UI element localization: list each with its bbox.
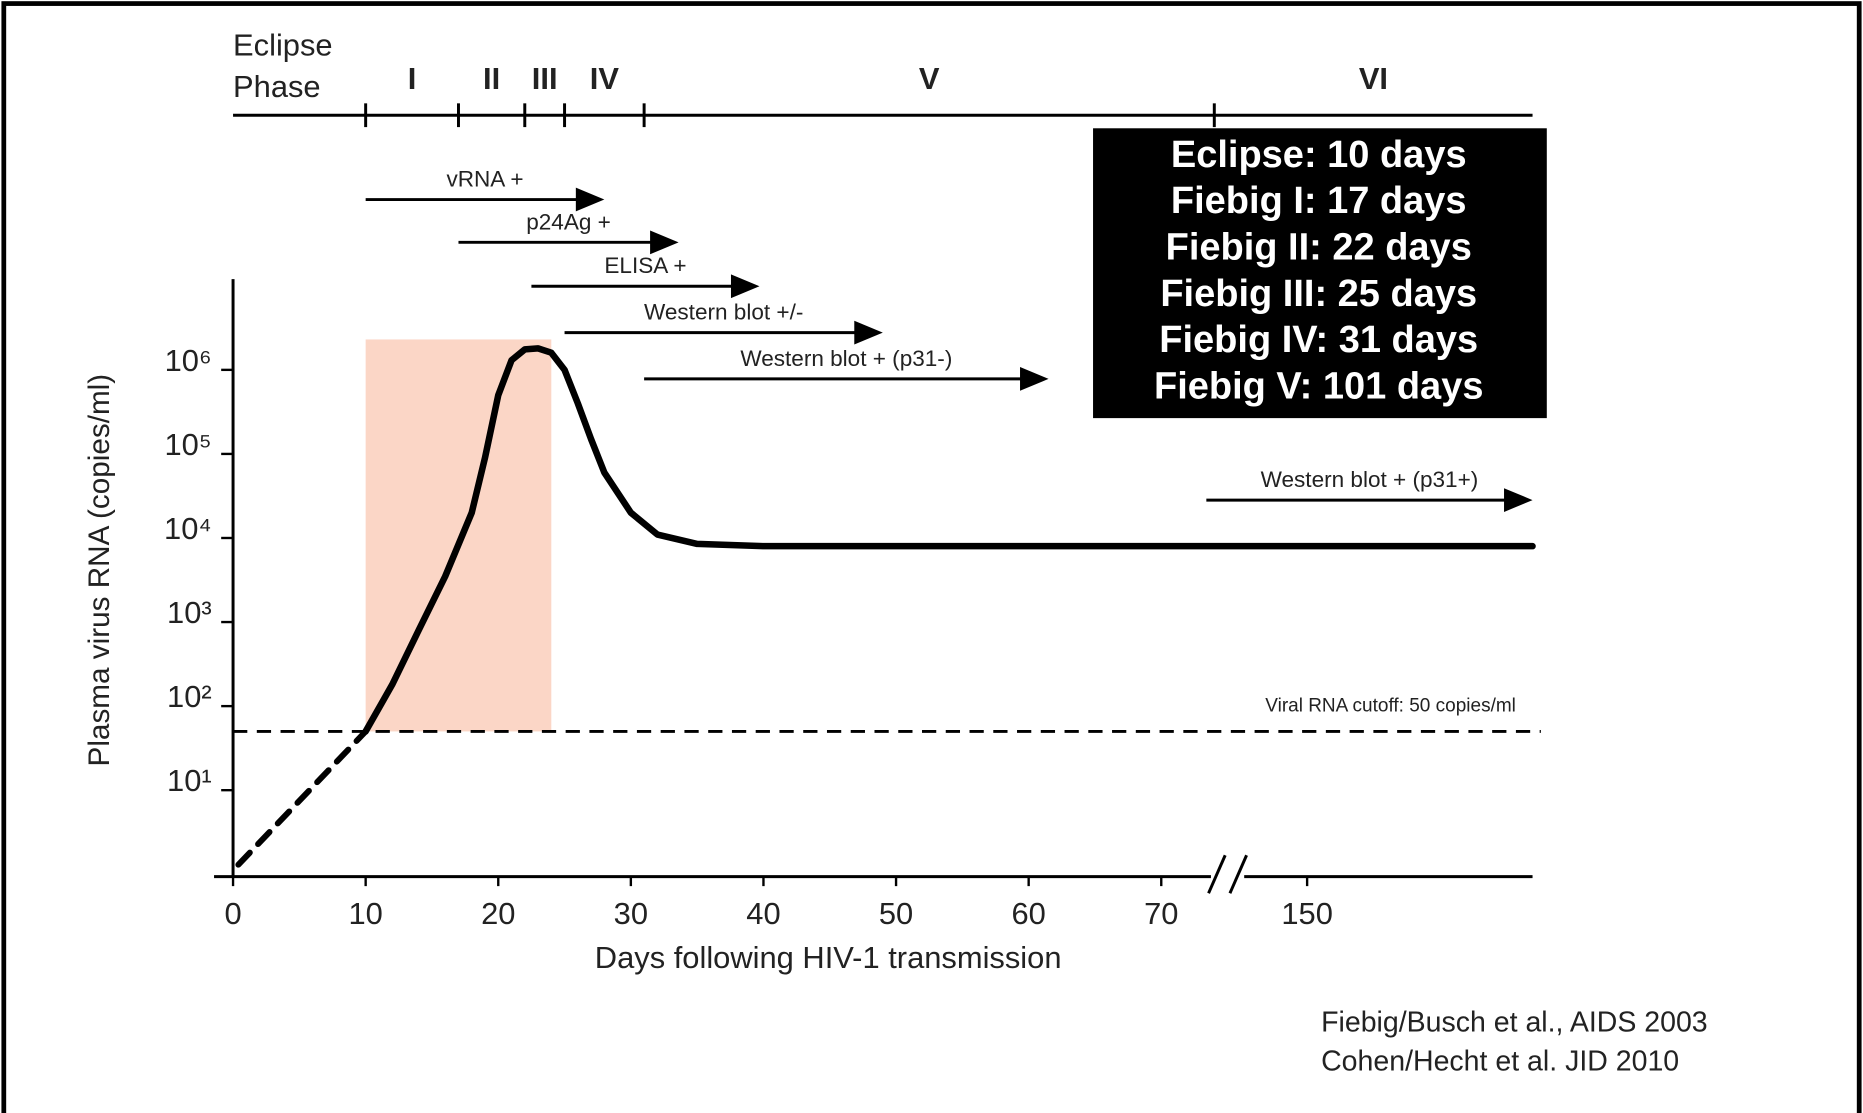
axis-break bbox=[1207, 854, 1227, 894]
viral-load-line bbox=[362, 345, 1536, 735]
arrow-head bbox=[650, 230, 679, 255]
x-tick-label: 30 bbox=[614, 896, 648, 931]
arrow-label: Western blot + (p31-) bbox=[740, 346, 952, 371]
x-tick-label: 40 bbox=[746, 896, 780, 931]
phase-label: V bbox=[919, 61, 940, 96]
viral-load-line bbox=[235, 728, 369, 868]
x-tick-label: 50 bbox=[879, 896, 913, 931]
x-tick-label: 0 bbox=[224, 896, 241, 931]
info-line: Fiebig IV: 31 days bbox=[1159, 319, 1478, 361]
arrow-label: Western blot + (p31+) bbox=[1261, 467, 1479, 492]
y-tick-label: 10³ bbox=[167, 595, 212, 630]
eclipse-label: Eclipse bbox=[233, 28, 333, 63]
x-tick-label: 10 bbox=[348, 896, 382, 931]
arrow-head bbox=[1504, 488, 1533, 512]
x-axis-label: Days following HIV-1 transmission bbox=[595, 940, 1062, 975]
info-line: Eclipse: 10 days bbox=[1171, 134, 1467, 176]
arrow-label: ELISA + bbox=[604, 253, 686, 278]
arrow-head bbox=[575, 187, 605, 212]
arrow-head bbox=[1020, 367, 1049, 391]
phase-label: II bbox=[483, 61, 500, 96]
info-line: Fiebig II: 22 days bbox=[1166, 226, 1472, 268]
x-tick-label: 60 bbox=[1011, 896, 1045, 931]
arrow-label: p24Ag + bbox=[526, 209, 611, 234]
phase-label: III bbox=[532, 61, 558, 96]
phase-label: IV bbox=[590, 61, 620, 96]
axis-break bbox=[1228, 854, 1248, 894]
phase-label: I bbox=[408, 61, 417, 96]
y-tick-label: 10¹ bbox=[167, 763, 212, 798]
x-tick-label: 70 bbox=[1144, 896, 1178, 931]
info-line: Fiebig V: 101 days bbox=[1154, 365, 1483, 407]
citation: Cohen/Hecht et al. JID 2010 bbox=[1321, 1046, 1679, 1078]
y-tick-label: 10⁵ bbox=[165, 427, 212, 462]
phase-label: VI bbox=[1359, 61, 1388, 96]
citation: Fiebig/Busch et al., AIDS 2003 bbox=[1321, 1006, 1708, 1038]
y-tick-label: 10² bbox=[167, 679, 212, 714]
x-tick-label: 20 bbox=[481, 896, 515, 931]
arrow-head bbox=[854, 320, 883, 345]
cutoff-label: Viral RNA cutoff: 50 copies/ml bbox=[1265, 695, 1516, 716]
arrow-label: Western blot +/- bbox=[644, 300, 803, 325]
eclipse-label: Phase bbox=[233, 69, 321, 104]
y-tick-label: 10⁴ bbox=[164, 511, 212, 546]
x-tick-label: 150 bbox=[1281, 896, 1333, 931]
y-tick-label: 10⁶ bbox=[165, 343, 212, 378]
info-line: Fiebig III: 25 days bbox=[1160, 273, 1477, 315]
arrow-head bbox=[730, 274, 760, 299]
y-axis-label: Plasma virus RNA (copies/ml) bbox=[83, 374, 116, 767]
shaded-window bbox=[365, 339, 552, 732]
arrow-label: vRNA + bbox=[446, 167, 523, 192]
info-box bbox=[1093, 128, 1547, 419]
info-line: Fiebig I: 17 days bbox=[1171, 180, 1467, 222]
